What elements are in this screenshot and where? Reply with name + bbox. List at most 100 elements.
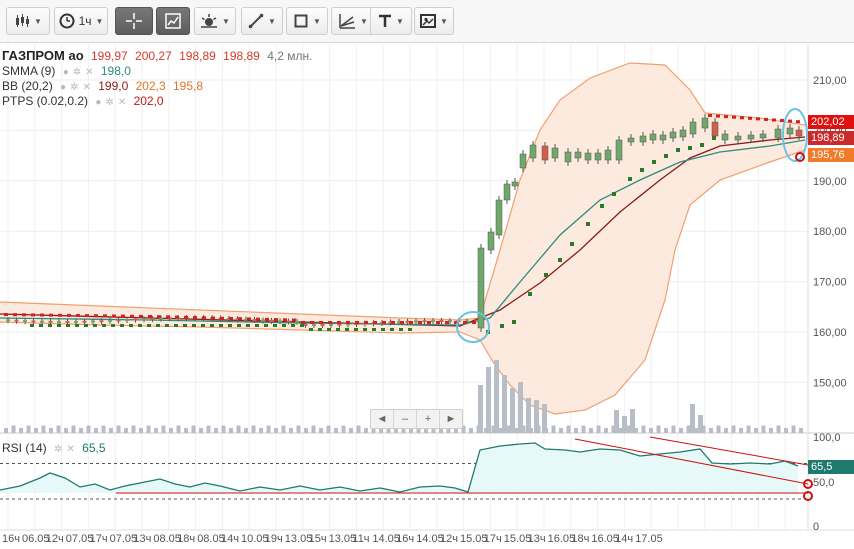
time-tick-label: 19ч bbox=[265, 533, 283, 545]
candle-body bbox=[125, 319, 129, 322]
ptps-dot bbox=[664, 154, 668, 158]
ptps-dot bbox=[282, 324, 286, 327]
candle-body bbox=[91, 320, 95, 323]
ptps-dot bbox=[22, 313, 26, 317]
time-tick-label: 14.05 bbox=[372, 533, 400, 545]
close-icon[interactable]: ✕ bbox=[82, 82, 91, 93]
ptps-dot bbox=[102, 324, 106, 327]
volume-bar bbox=[542, 404, 547, 433]
crosshair-button[interactable] bbox=[115, 7, 153, 35]
ptps-dot bbox=[373, 321, 377, 324]
eye-icon[interactable]: ● bbox=[95, 97, 102, 108]
ptps-dot bbox=[528, 292, 532, 296]
text-button[interactable]: ▼ bbox=[370, 7, 412, 35]
time-tick-label: 16.05 bbox=[591, 533, 619, 545]
volume-bar bbox=[439, 428, 443, 433]
ptps-dot bbox=[13, 313, 17, 317]
draw-line-button[interactable]: ▼ bbox=[241, 7, 283, 35]
price-tick-label: 150,00 bbox=[813, 377, 847, 389]
volume-bar bbox=[518, 382, 523, 433]
timeframe-button[interactable]: 1ч ▼ bbox=[54, 7, 108, 35]
gear-icon[interactable]: ✲ bbox=[72, 67, 82, 78]
candle-body bbox=[511, 181, 519, 187]
ptps-dot bbox=[76, 314, 80, 318]
volume-bar bbox=[701, 425, 706, 433]
time-tick-label: 13.05 bbox=[329, 533, 357, 545]
volume-bar bbox=[274, 428, 278, 433]
zoom-out-button[interactable]: – bbox=[394, 410, 417, 428]
price-tick-label: 190,00 bbox=[813, 176, 847, 188]
text-tool-icon bbox=[378, 14, 392, 28]
chart-canvas[interactable]: 210,00200,00190,00180,00170,00160,00150,… bbox=[0, 42, 854, 549]
close-price-tag: 198,89 bbox=[808, 131, 854, 145]
volume-bar bbox=[326, 425, 331, 433]
ptps-dot bbox=[399, 328, 403, 331]
gear-icon[interactable]: ✲ bbox=[105, 97, 114, 108]
rsi-line bbox=[0, 442, 799, 493]
volume-bar bbox=[304, 428, 308, 433]
volume-bar bbox=[626, 425, 631, 433]
volume-bar bbox=[334, 428, 338, 433]
ptps-dot bbox=[788, 119, 792, 123]
gear-icon[interactable]: ✲ bbox=[54, 444, 63, 455]
volume-bar bbox=[386, 425, 391, 433]
candle-body bbox=[487, 231, 495, 251]
volume-bar bbox=[394, 428, 398, 433]
trend-line bbox=[574, 438, 809, 485]
ptps-dot bbox=[111, 324, 115, 327]
volume-bar bbox=[454, 428, 458, 433]
volume-bar bbox=[446, 425, 451, 433]
ptps-dot bbox=[220, 316, 224, 320]
candle-body bbox=[23, 320, 27, 323]
ptps-dot bbox=[103, 314, 107, 318]
price-tick-label: 160,00 bbox=[813, 327, 847, 339]
volume-bar bbox=[731, 425, 736, 433]
time-tick-label: 18ч bbox=[571, 533, 589, 545]
image-button[interactable]: ▼ bbox=[414, 7, 454, 35]
eye-icon[interactable]: ● bbox=[62, 67, 69, 78]
ptps-dot bbox=[255, 324, 259, 327]
time-tick-label: 15.05 bbox=[460, 533, 488, 545]
rsi-value-tag: 65,5 bbox=[808, 460, 854, 474]
close-icon[interactable]: ✕ bbox=[117, 97, 127, 108]
ptps-dot bbox=[472, 321, 476, 324]
scroll-right-button[interactable]: ► bbox=[445, 413, 457, 425]
ptps-dot bbox=[700, 143, 704, 147]
chart-type-button[interactable]: ▼ bbox=[6, 7, 50, 35]
volume-bar bbox=[191, 425, 196, 433]
volume-bar bbox=[739, 428, 743, 433]
ptps-dot bbox=[66, 324, 70, 327]
ptps-dot bbox=[748, 116, 752, 120]
ptps-dot bbox=[382, 321, 386, 324]
shapes-button[interactable]: ▼ bbox=[286, 7, 328, 35]
clock-icon bbox=[59, 13, 75, 29]
volume-bar bbox=[109, 428, 113, 433]
close-icon[interactable]: ✕ bbox=[85, 67, 94, 78]
gear-icon[interactable]: ✲ bbox=[70, 82, 79, 93]
smma-value: 198,0 bbox=[100, 64, 131, 78]
ptps-dot bbox=[445, 321, 449, 324]
candle-body bbox=[57, 320, 61, 323]
volume-bar bbox=[416, 425, 421, 433]
ptps-dot bbox=[354, 328, 358, 331]
ptps-dot bbox=[174, 324, 178, 327]
time-tick-label: 16ч bbox=[2, 533, 20, 545]
scroll-left-button[interactable]: ◄ bbox=[371, 410, 394, 428]
volume-bar bbox=[510, 388, 515, 433]
indicators-button[interactable]: ▼ bbox=[194, 7, 236, 35]
ptps-dot bbox=[165, 324, 169, 327]
ptps-dot bbox=[390, 328, 394, 331]
candle-body bbox=[40, 320, 44, 323]
bb-low-price-tag: 195,76 bbox=[808, 148, 854, 162]
chart-view-button[interactable] bbox=[156, 7, 190, 35]
volume-bar bbox=[169, 428, 173, 433]
eye-icon[interactable]: ● bbox=[60, 82, 67, 93]
candle-body bbox=[278, 320, 282, 323]
volume-bar bbox=[754, 428, 758, 433]
close-icon[interactable]: ✕ bbox=[66, 444, 75, 455]
ptps-dot bbox=[67, 313, 71, 317]
instrument-legend: ГАЗПРОМ ао 199,97 200,27 198,89 198,89 4… bbox=[2, 48, 316, 63]
zoom-in-button[interactable]: + bbox=[417, 410, 440, 428]
analysis-button[interactable]: ▼ bbox=[331, 7, 375, 35]
chevron-down-icon: ▼ bbox=[268, 16, 276, 26]
